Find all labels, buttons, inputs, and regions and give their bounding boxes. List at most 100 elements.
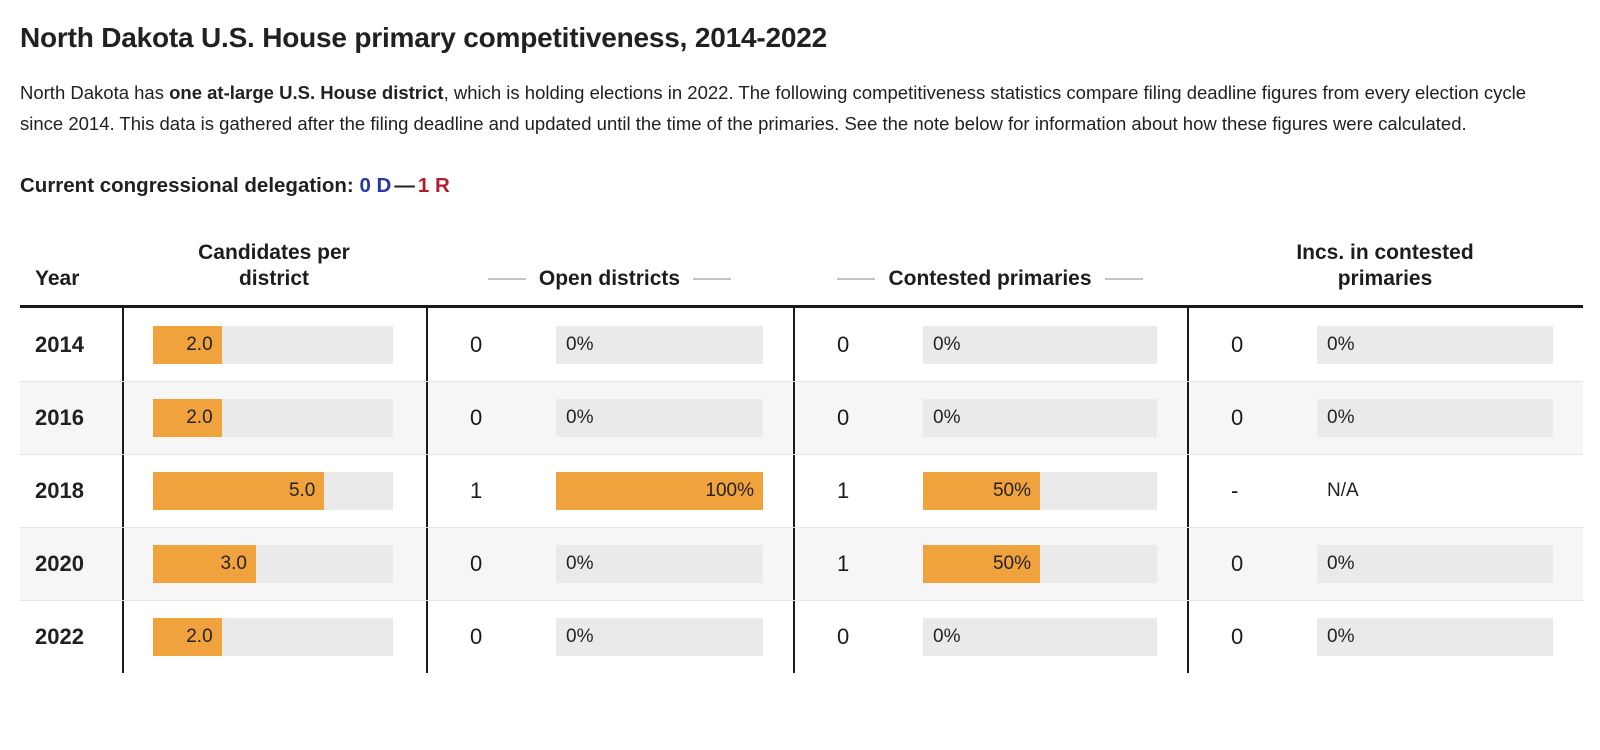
header-candidates-per-district: Candidates per district <box>198 241 350 290</box>
incs-contested-count: 0 <box>1231 551 1244 576</box>
contested-primaries-cell: 0 0% <box>793 308 1187 381</box>
incs-contested-count: 0 <box>1231 405 1244 430</box>
bar-value-label: 0% <box>1327 407 1355 428</box>
incs-contested-count: 0 <box>1231 624 1244 649</box>
intro-paragraph: North Dakota has one at-large U.S. House… <box>20 77 1552 139</box>
open-districts-cell: 0 0% <box>426 308 793 381</box>
table-row-2020: 2020 3.0 0 0% 1 50% <box>20 527 1583 600</box>
candidates-bar: 3.0 <box>153 545 393 583</box>
header-year: Year <box>35 267 80 290</box>
contested-primaries-cell: 1 50% <box>793 455 1187 527</box>
open-districts-bar: 0% <box>556 618 763 656</box>
bar-fill <box>153 618 222 656</box>
bar-fill <box>153 399 222 437</box>
table-row-2018: 2018 5.0 1 100% 1 50% <box>20 454 1583 527</box>
bar-fill <box>153 472 325 510</box>
header-open-districts: Open districts <box>426 266 793 292</box>
open-districts-cell: 0 0% <box>426 528 793 600</box>
bar-value-label: 0% <box>566 407 594 428</box>
year-cell: 2022 <box>35 624 84 649</box>
open-districts-count: 0 <box>470 331 483 357</box>
open-districts-bar: 0% <box>556 545 763 583</box>
open-districts-count: 0 <box>470 624 483 649</box>
delegation-line: Current congressional delegation: 0 D —1 … <box>20 174 1580 198</box>
bar-fill <box>153 545 256 583</box>
bar-value-label: 0% <box>566 553 594 574</box>
intro-text-bold: one at-large U.S. House district <box>169 82 444 103</box>
bar-value-label: 2.0 <box>186 407 213 428</box>
incs-contested-cell: 0 0% <box>1187 601 1583 673</box>
candidates-bar: 2.0 <box>153 399 393 437</box>
header-contested-primaries: Contested primaries <box>793 266 1187 292</box>
contested-primaries-bar: 50% <box>923 472 1157 510</box>
bar-value-label: 50% <box>992 553 1031 574</box>
incs-contested-bar: N/A <box>1317 472 1553 510</box>
candidates-bar: 5.0 <box>153 472 393 510</box>
delegation-democrat-count: 0 D <box>359 174 392 197</box>
bar-value-label: 0% <box>1327 333 1355 355</box>
bar-value-label: 2.0 <box>186 626 213 647</box>
incs-contested-count: - <box>1231 478 1239 503</box>
contested-primaries-bar: 0% <box>923 618 1157 656</box>
incs-contested-cell: 0 0% <box>1187 308 1583 381</box>
bar-value-label: 50% <box>992 480 1031 501</box>
year-cell: 2016 <box>35 405 84 430</box>
open-districts-cell: 0 0% <box>426 601 793 673</box>
bar-fill <box>923 472 1040 510</box>
header-dash-decoration <box>1104 278 1143 280</box>
bar-value-label: 3.0 <box>220 553 247 574</box>
incs-contested-bar: 0% <box>1317 545 1553 583</box>
article-section: North Dakota U.S. House primary competit… <box>20 22 1583 673</box>
bar-value-label: 2.0 <box>186 333 213 355</box>
contested-primaries-count: 1 <box>837 551 850 576</box>
bar-value-label: N/A <box>1327 480 1359 501</box>
bar-value-label: 0% <box>1327 626 1355 647</box>
header-incs-in-contested-primaries: Incs. in contested primaries <box>1296 241 1474 290</box>
bar-fill <box>923 545 1040 583</box>
contested-primaries-bar: 0% <box>923 399 1157 437</box>
candidates-cell: 2.0 <box>122 308 426 381</box>
table-row-2022: 2022 2.0 0 0% 0 0% <box>20 600 1583 673</box>
table-header-row: Year Candidates per district Open distri… <box>20 240 1583 308</box>
intro-text-post: , which is holding elections in 2022. Th… <box>20 82 1527 134</box>
table-row-2016: 2016 2.0 0 0% 0 0% <box>20 381 1583 454</box>
bar-fill <box>556 472 763 510</box>
incs-contested-bar: 0% <box>1317 618 1553 656</box>
year-cell: 2014 <box>35 331 84 357</box>
contested-primaries-cell: 1 50% <box>793 528 1187 600</box>
candidates-cell: 5.0 <box>122 455 426 527</box>
delegation-republican-count: 1 R <box>417 174 450 197</box>
candidates-bar: 2.0 <box>153 618 393 656</box>
incs-contested-count: 0 <box>1231 331 1244 357</box>
open-districts-count: 0 <box>470 551 483 576</box>
contested-primaries-count: 0 <box>837 624 850 649</box>
open-districts-cell: 0 0% <box>426 382 793 454</box>
year-cell: 2020 <box>35 551 84 576</box>
incs-contested-cell: 0 0% <box>1187 382 1583 454</box>
open-districts-cell: 1 100% <box>426 455 793 527</box>
header-dash-decoration <box>487 278 526 280</box>
competitiveness-table: Year Candidates per district Open distri… <box>20 240 1583 673</box>
bar-value-label: 100% <box>705 480 754 501</box>
page-title: North Dakota U.S. House primary competit… <box>20 22 827 53</box>
open-districts-bar: 0% <box>556 399 763 437</box>
open-districts-count: 1 <box>470 478 483 503</box>
incs-contested-cell: - N/A <box>1187 455 1583 527</box>
contested-primaries-cell: 0 0% <box>793 601 1187 673</box>
header-dash-decoration <box>693 278 732 280</box>
table-row-2014: 2014 2.0 0 0% 0 0% <box>20 308 1583 381</box>
candidates-bar: 2.0 <box>153 325 393 364</box>
incs-contested-cell: 0 0% <box>1187 528 1583 600</box>
candidates-cell: 3.0 <box>122 528 426 600</box>
delegation-label: Current congressional delegation: <box>20 174 354 197</box>
candidates-cell: 2.0 <box>122 382 426 454</box>
open-districts-bar: 100% <box>556 472 763 510</box>
contested-primaries-bar: 50% <box>923 545 1157 583</box>
bar-value-label: 0% <box>566 333 594 355</box>
open-districts-bar: 0% <box>556 325 763 364</box>
incs-contested-bar: 0% <box>1317 399 1553 437</box>
year-cell: 2018 <box>35 478 84 503</box>
bar-fill <box>153 325 222 364</box>
bar-value-label: 0% <box>933 407 961 428</box>
intro-text-pre: North Dakota has <box>20 82 170 103</box>
